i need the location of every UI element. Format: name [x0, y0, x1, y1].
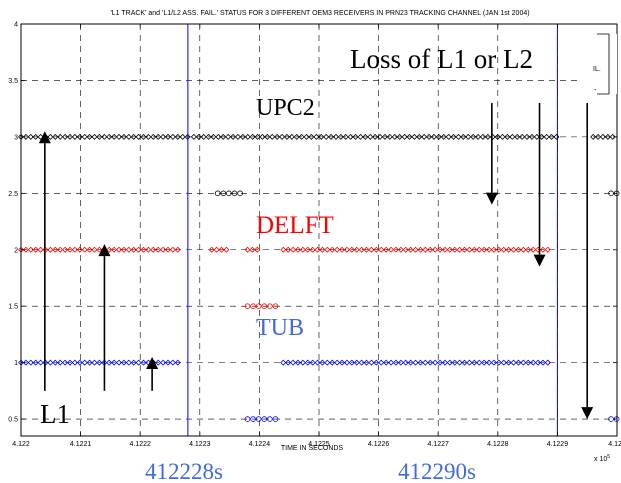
x-tick-label: 4.1224 [249, 441, 271, 448]
data-point-circle [267, 303, 273, 309]
data-point-circle [261, 416, 268, 422]
y-tick-label: 1.5 [8, 304, 18, 311]
legend-box [580, 34, 617, 94]
data-markers [18, 133, 620, 422]
x-tick-label: 4.1225 [308, 441, 330, 448]
arrows [38, 103, 594, 420]
annotation-l1: L1 [40, 399, 70, 429]
y-tick-label: 3 [14, 134, 18, 141]
y-tick-label: 1 [14, 360, 18, 367]
x-tick-label: 4.1229 [547, 441, 569, 448]
x-multiplier-label: x 105 [594, 454, 610, 463]
legend-text-2: - [594, 87, 597, 94]
data-point-diamond [223, 246, 230, 253]
annotation-delft: DELFT [256, 212, 334, 239]
data-point-circle [250, 303, 256, 309]
x-tick-label: 4.1223 [189, 441, 211, 448]
data-point-circle [220, 190, 227, 197]
data-point-diamond [184, 133, 191, 140]
data-point-diamond [254, 246, 261, 253]
x-tick-label: 4.1221 [70, 441, 92, 448]
annotation-loss-of-l1-or-l2: Loss of L1 or L2 [350, 44, 533, 74]
x-tick-label: 4.123 [608, 441, 621, 448]
data-point-circle [214, 190, 221, 197]
data-point-circle [261, 303, 268, 309]
data-point-circle [267, 416, 273, 422]
down-arrow-head [533, 254, 546, 267]
x-tick-label: 4.1222 [129, 441, 151, 448]
data-point-circle [255, 416, 262, 422]
legend-text-1: IL. [593, 66, 601, 73]
up-arrow-head [38, 131, 51, 144]
data-point-circle [244, 416, 251, 422]
data-point-circle [244, 303, 251, 309]
up-arrow-head [146, 356, 159, 369]
y-tick-label: 4 [14, 22, 18, 29]
data-point-circle [250, 416, 256, 422]
x-tick-label: 4.1228 [487, 441, 509, 448]
down-arrow-head [581, 407, 594, 420]
annotation-tub: TUB [256, 315, 304, 341]
vertical-marker-label: 412290s [398, 459, 476, 483]
data-point-diamond [174, 359, 181, 366]
x-axis-label: TIME IN SECONDS [281, 445, 344, 452]
up-arrow-head [98, 244, 111, 257]
data-point-diamond [544, 246, 551, 253]
x-tick-label: 4.1226 [368, 441, 390, 448]
legend: IL. - [580, 33, 617, 95]
data-point-diamond [544, 359, 551, 366]
vertical-marker-label: 412228s [145, 459, 223, 483]
x-tick-label: 4.122 [12, 441, 30, 448]
legend-border [597, 33, 610, 95]
data-point-circle [237, 190, 243, 197]
y-tick-label: 2.5 [8, 191, 18, 198]
data-point-diamond [553, 133, 560, 140]
y-tick-label: 3.5 [8, 78, 18, 85]
y-tick-label: 2 [14, 247, 18, 254]
data-point-circle [231, 190, 238, 197]
y-tick-label: 0.5 [8, 417, 18, 424]
vertical-markers [187, 24, 558, 436]
data-point-circle [226, 190, 232, 197]
x-multiplier-exponent: 5 [607, 454, 610, 460]
down-arrow-head [485, 192, 498, 205]
annotation-upc2: UPC2 [256, 95, 315, 121]
axis-ticks: 4.122 4.1221 4.1222 4.1223 4.1224 4.1225 4.122… [8, 22, 621, 449]
data-point-circle [255, 303, 262, 309]
chart-title: 'L1 TRACK' and 'L1/L2 ASS. FAIL.' STATUS… [110, 10, 529, 17]
x-tick-label: 4.1227 [427, 441, 449, 448]
data-point-circle [272, 303, 279, 309]
data-point-diamond [174, 246, 181, 253]
x-multiplier-base: x 10 [594, 456, 607, 463]
data-point-circle [272, 416, 279, 422]
grid [21, 24, 617, 436]
